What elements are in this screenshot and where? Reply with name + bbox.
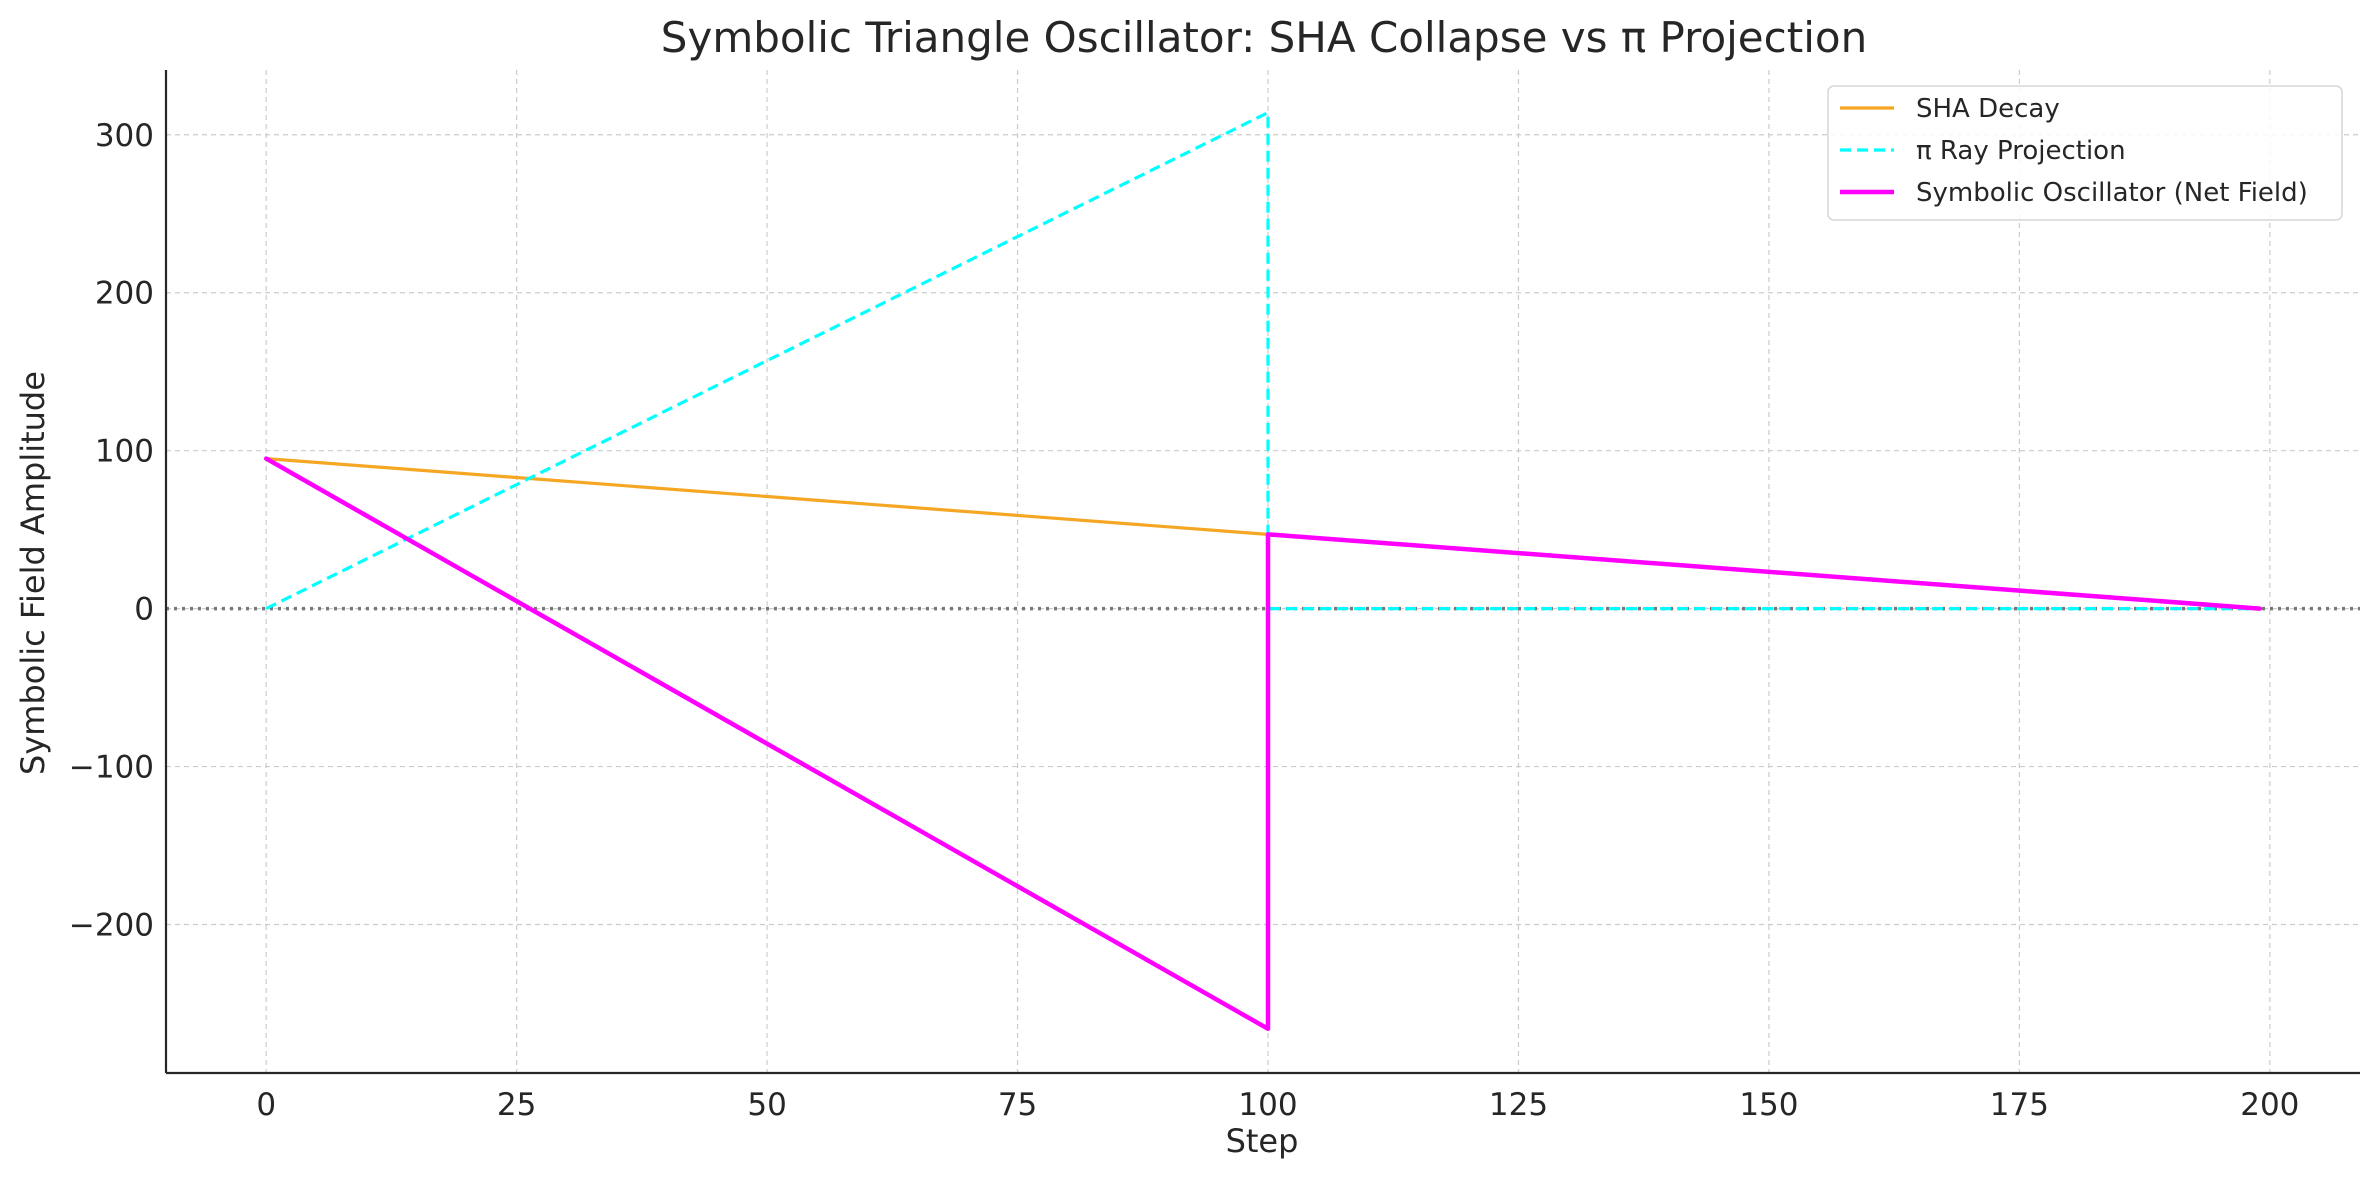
y-tick-label: 0 <box>134 592 154 628</box>
chart-title: Symbolic Triangle Oscillator: SHA Collap… <box>661 13 1867 62</box>
y-tick-label: 100 <box>95 434 154 470</box>
x-tick-label: 175 <box>1990 1087 2049 1123</box>
x-tick-label: 200 <box>2240 1087 2299 1123</box>
x-tick-label: 125 <box>1489 1087 1548 1123</box>
legend: SHA Decay π Ray Projection Symbolic Oscill… <box>1827 85 2343 221</box>
y-tick-label: 200 <box>95 276 154 312</box>
x-tick-label: 0 <box>256 1087 276 1123</box>
x-axis-label: Step <box>1226 1122 1299 1160</box>
tick-labels: 0 25 50 75 100 125 150 175 200 −200 −100 0 100 200 300 <box>69 118 2300 1123</box>
x-tick-label: 100 <box>1238 1087 1297 1123</box>
legend-label-2: π Ray Projection <box>1916 136 2126 166</box>
x-tick-label: 75 <box>998 1087 1037 1123</box>
legend-label-3: Symbolic Oscillator (Net Field) <box>1916 178 2308 208</box>
axes <box>164 70 2360 1075</box>
y-axis-label: Symbolic Field Amplitude <box>14 371 52 775</box>
y-tick-label: 300 <box>95 118 154 154</box>
y-tick-label: −100 <box>69 750 154 786</box>
x-tick-label: 150 <box>1739 1087 1798 1123</box>
series-group <box>263 110 2263 1032</box>
series-line-2 <box>265 110 2260 611</box>
x-tick-label: 25 <box>497 1087 536 1123</box>
x-tick-label: 50 <box>747 1087 786 1123</box>
legend-box <box>1827 85 2343 221</box>
series-line-3 <box>263 456 2263 1032</box>
legend-label-1: SHA Decay <box>1916 94 2060 124</box>
y-tick-label: −200 <box>69 908 154 944</box>
